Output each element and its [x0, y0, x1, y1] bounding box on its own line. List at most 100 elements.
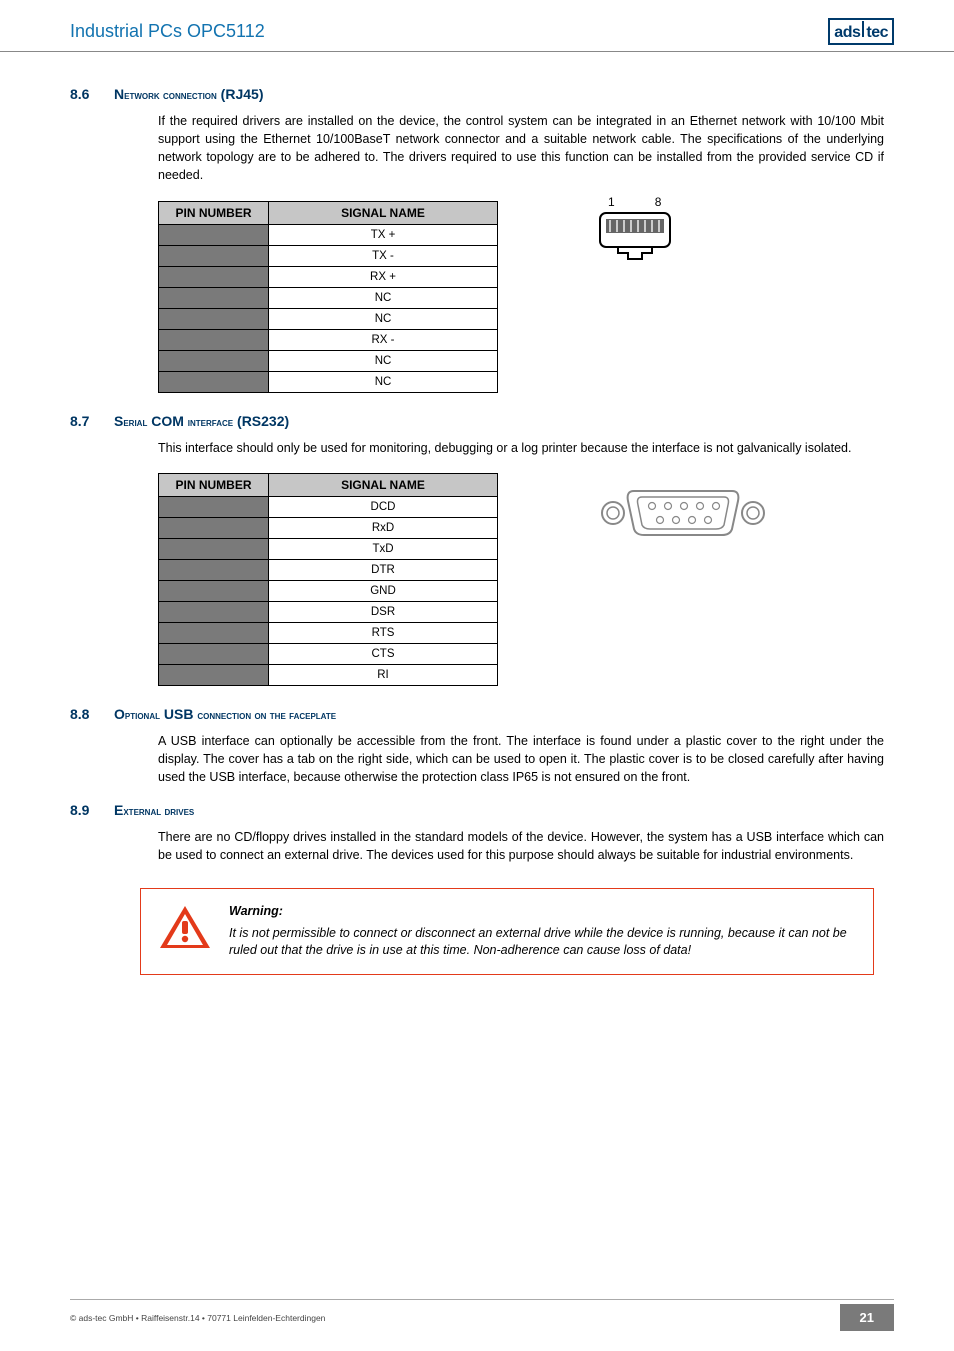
- pin-cell: [159, 601, 269, 622]
- signal-cell: CTS: [269, 643, 498, 664]
- pin-cell: [159, 559, 269, 580]
- page-number: 21: [840, 1304, 894, 1331]
- pin-cell: [159, 538, 269, 559]
- pin-cell: [159, 224, 269, 245]
- logo-divider: [862, 21, 864, 37]
- warning-callout: Warning: It is not permissible to connec…: [140, 888, 874, 975]
- logo-text-a: ads: [834, 24, 860, 42]
- t: interface: [188, 415, 233, 429]
- warning-body: It is not permissible to connect or disc…: [229, 925, 857, 960]
- table-row: NC: [159, 287, 498, 308]
- table-row: CTS: [159, 643, 498, 664]
- rj45-pin-labels: 1 8: [608, 195, 672, 209]
- db9-connector-icon: [598, 485, 768, 541]
- rj45-connector-diagram: 1 8: [598, 195, 672, 266]
- signal-cell: RI: [269, 664, 498, 685]
- table-row: TX +: [159, 224, 498, 245]
- t: S: [114, 413, 123, 429]
- section-8-6-body: If the required drivers are installed on…: [158, 112, 884, 185]
- table-row: RTS: [159, 622, 498, 643]
- rs232-table-wrap: PIN NUMBER SIGNAL NAME DCD RxD TxD DTR G…: [158, 473, 884, 686]
- table-row: RI: [159, 664, 498, 685]
- signal-cell: DSR: [269, 601, 498, 622]
- pin-cell: [159, 580, 269, 601]
- table-row: NC: [159, 350, 498, 371]
- label-1: 1: [608, 195, 615, 209]
- section-number: 8.9: [70, 802, 114, 818]
- warning-icon: [157, 903, 213, 960]
- table-row: RX -: [159, 329, 498, 350]
- rj45-connector-icon: [598, 211, 672, 261]
- section-8-7-heading: 8.7 Serial COM interface (RS232): [70, 413, 884, 429]
- t: (RJ45): [217, 86, 264, 102]
- t: E: [114, 802, 123, 818]
- section-8-8-body: A USB interface can optionally be access…: [158, 732, 884, 786]
- logo-text-b: tec: [866, 24, 888, 42]
- signal-cell: NC: [269, 350, 498, 371]
- section-8-9-body: There are no CD/floppy drives installed …: [158, 828, 884, 864]
- table-row: NC: [159, 371, 498, 392]
- col-signal: SIGNAL NAME: [269, 201, 498, 224]
- signal-cell: DCD: [269, 496, 498, 517]
- label-8: 8: [655, 195, 662, 209]
- signal-cell: TX -: [269, 245, 498, 266]
- page-header: Industrial PCs OPC5112 adstec: [0, 0, 954, 52]
- section-title: External drives: [114, 802, 194, 818]
- t: erial: [123, 415, 147, 429]
- t: ptional: [125, 708, 160, 722]
- signal-cell: RX -: [269, 329, 498, 350]
- table-row: RxD: [159, 517, 498, 538]
- table-row: NC: [159, 308, 498, 329]
- section-8-7-body: This interface should only be used for m…: [158, 439, 884, 457]
- signal-cell: RX +: [269, 266, 498, 287]
- pin-cell: [159, 245, 269, 266]
- table-row: RX +: [159, 266, 498, 287]
- rs232-pinout-table: PIN NUMBER SIGNAL NAME DCD RxD TxD DTR G…: [158, 473, 498, 686]
- pin-cell: [159, 371, 269, 392]
- section-8-9-heading: 8.9 External drives: [70, 802, 884, 818]
- section-number: 8.7: [70, 413, 114, 429]
- footer-copyright: © ads-tec GmbH • Raiffeisenstr.14 • 7077…: [70, 1313, 325, 1323]
- pin-cell: [159, 517, 269, 538]
- signal-cell: NC: [269, 308, 498, 329]
- signal-cell: TX +: [269, 224, 498, 245]
- section-8-6-heading: 8.6 Network connection (RJ45): [70, 86, 884, 102]
- pin-cell: [159, 350, 269, 371]
- table-header-row: PIN NUMBER SIGNAL NAME: [159, 201, 498, 224]
- warning-content: Warning: It is not permissible to connec…: [229, 903, 857, 960]
- col-pin: PIN NUMBER: [159, 201, 269, 224]
- warning-title: Warning:: [229, 903, 857, 921]
- col-signal: SIGNAL NAME: [269, 473, 498, 496]
- t: (RS232): [233, 413, 289, 429]
- signal-cell: RxD: [269, 517, 498, 538]
- db9-connector-diagram: [598, 485, 768, 546]
- table-row: TxD: [159, 538, 498, 559]
- t: xternal drives: [123, 804, 194, 818]
- section-8-8-heading: 8.8 Optional USB connection on the facep…: [70, 706, 884, 722]
- signal-cell: GND: [269, 580, 498, 601]
- signal-cell: NC: [269, 287, 498, 308]
- rj45-table-wrap: PIN NUMBER SIGNAL NAME TX + TX - RX + NC…: [158, 201, 884, 393]
- t: connection on the faceplate: [197, 708, 336, 722]
- t: USB: [160, 706, 197, 722]
- page-content: 8.6 Network connection (RJ45) If the req…: [0, 52, 954, 975]
- t: COM: [147, 413, 187, 429]
- table-row: DSR: [159, 601, 498, 622]
- table-row: DTR: [159, 559, 498, 580]
- section-title: Network connection (RJ45): [114, 86, 263, 102]
- t: O: [114, 706, 125, 722]
- signal-cell: RTS: [269, 622, 498, 643]
- brand-logo: adstec: [828, 18, 894, 45]
- pin-cell: [159, 664, 269, 685]
- pin-cell: [159, 329, 269, 350]
- table-row: GND: [159, 580, 498, 601]
- t: N: [114, 86, 124, 102]
- page-footer: © ads-tec GmbH • Raiffeisenstr.14 • 7077…: [70, 1299, 894, 1331]
- section-number: 8.6: [70, 86, 114, 102]
- logo-box: adstec: [828, 18, 894, 45]
- col-pin: PIN NUMBER: [159, 473, 269, 496]
- table-row: TX -: [159, 245, 498, 266]
- signal-cell: TxD: [269, 538, 498, 559]
- pin-cell: [159, 496, 269, 517]
- section-title: Serial COM interface (RS232): [114, 413, 289, 429]
